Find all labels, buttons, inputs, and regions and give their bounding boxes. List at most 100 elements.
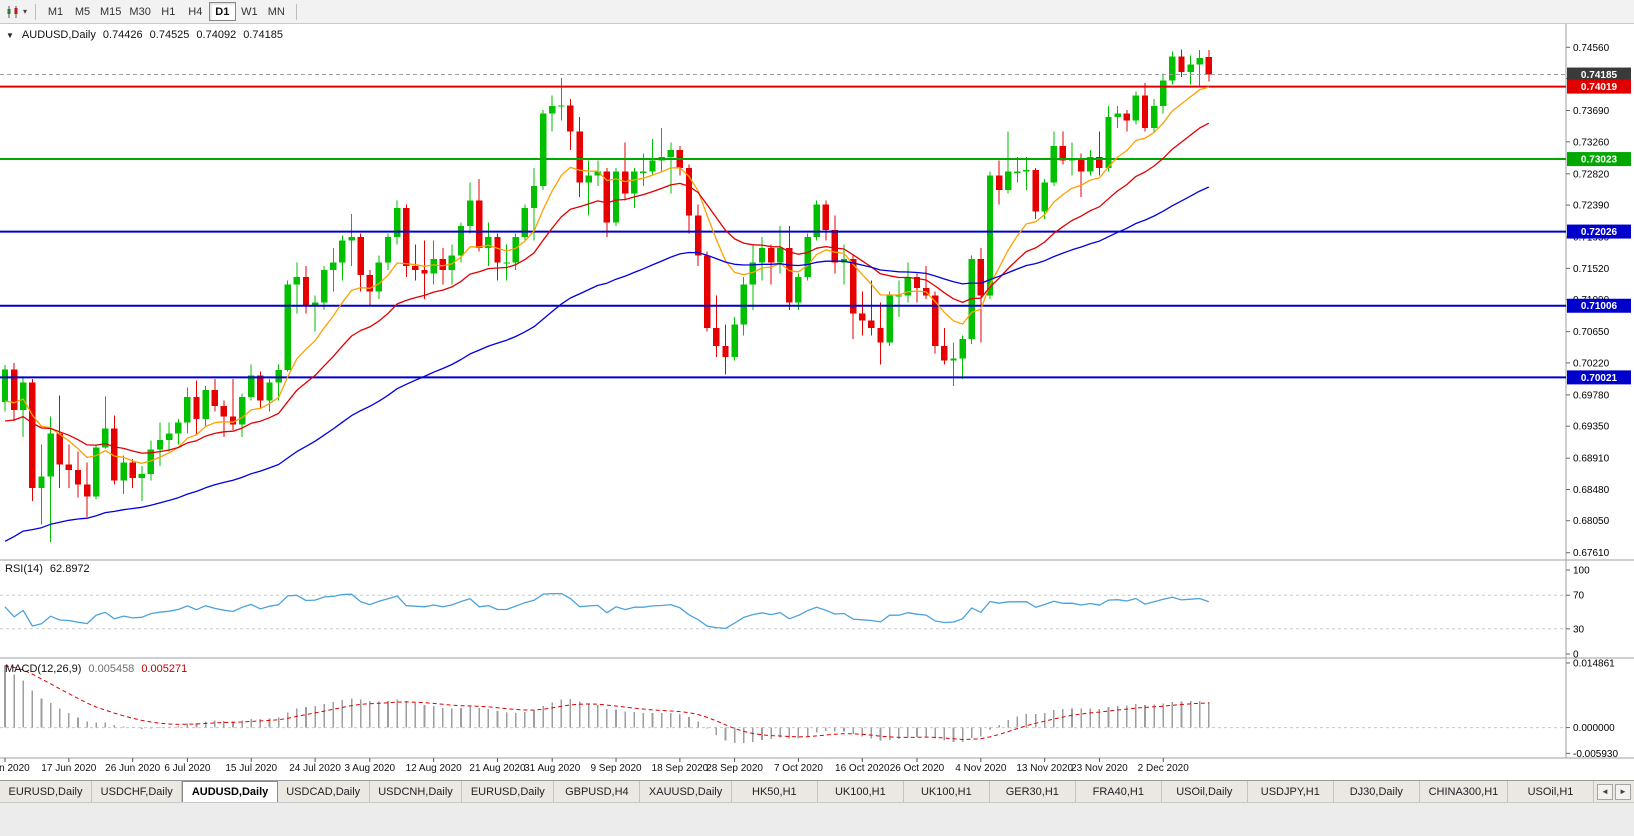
timeframe-button-m15[interactable]: M15 (100, 5, 122, 18)
tab-scroll-right-button[interactable]: ► (1615, 783, 1631, 800)
svg-text:0.68050: 0.68050 (1573, 516, 1610, 527)
chart-tab-uk100-h1[interactable]: UK100,H1 (818, 781, 904, 802)
timeframe-button-h1[interactable]: H1 (161, 5, 176, 18)
macd-pane: 0.014861 0.000000 -0.005930 (0, 658, 1618, 760)
svg-text:13 Nov 2020: 13 Nov 2020 (1016, 763, 1073, 774)
svg-text:0.71520: 0.71520 (1573, 264, 1610, 275)
ma-line-21 (4, 122, 1210, 454)
rsi-line (4, 592, 1210, 630)
svg-text:70: 70 (1573, 591, 1585, 602)
svg-text:23 Nov 2020: 23 Nov 2020 (1071, 763, 1128, 774)
svg-text:0.70021: 0.70021 (1581, 373, 1618, 384)
svg-text:0.70220: 0.70220 (1573, 358, 1610, 369)
ohlc-header: ▼ AUDUSD,Daily 0.74426 0.74525 0.74092 0… (6, 29, 283, 41)
svg-text:0.74019: 0.74019 (1581, 82, 1618, 93)
svg-text:30: 30 (1573, 624, 1585, 635)
svg-text:2 Dec 2020: 2 Dec 2020 (1138, 763, 1190, 774)
candlestick-glyph (7, 5, 18, 18)
timeframe-toolbar: ▾ M1 M5 M15 M30 H1 H4 D1 W1 MN (0, 0, 1634, 24)
chart-tab-xauusd-daily[interactable]: XAUUSD,Daily (640, 781, 732, 802)
svg-text:0.68910: 0.68910 (1573, 454, 1610, 465)
chart-tab-audusd-daily[interactable]: AUDUSD,Daily (182, 781, 278, 802)
tab-scroll-left-button[interactable]: ◄ (1597, 783, 1613, 800)
chart-tab-dj30-daily[interactable]: DJ30,Daily (1334, 781, 1420, 802)
macd-histogram (4, 665, 1210, 744)
chart-tab-usoil-daily[interactable]: USOil,Daily (1162, 781, 1248, 802)
svg-text:0.73260: 0.73260 (1573, 137, 1610, 148)
svg-text:7 Oct 2020: 7 Oct 2020 (774, 763, 823, 774)
svg-text:0.014861: 0.014861 (1573, 658, 1615, 669)
svg-text:28 Sep 2020: 28 Sep 2020 (706, 763, 763, 774)
chart-canvas[interactable]: 0.745600.741300.736900.732600.728200.723… (0, 24, 1634, 780)
ma-line-55 (4, 186, 1210, 542)
svg-text:-0.005930: -0.005930 (1573, 749, 1618, 760)
timeframe-button-m5[interactable]: M5 (74, 5, 91, 18)
svg-text:0.67610: 0.67610 (1573, 548, 1610, 559)
svg-text:0.73690: 0.73690 (1573, 106, 1610, 117)
rsi-name: RSI(14) (5, 563, 43, 575)
svg-text:0.74185: 0.74185 (1581, 70, 1618, 81)
rsi-pane: 100 70 30 0 (0, 566, 1590, 661)
svg-text:6 Jul 2020: 6 Jul 2020 (164, 763, 211, 774)
svg-text:8 Jun 2020: 8 Jun 2020 (0, 763, 30, 774)
chart-tab-gbpusd-h4[interactable]: GBPUSD,H4 (554, 781, 641, 802)
macd-main-value: 0.005458 (88, 663, 135, 675)
macd-indicator-label: MACD(12,26,9) 0.005458 0.005271 (5, 663, 187, 675)
toolbar-separator (295, 3, 297, 20)
chart-tab-eurusd-daily[interactable]: EURUSD,Daily (462, 781, 555, 802)
svg-text:9 Sep 2020: 9 Sep 2020 (590, 763, 642, 774)
macd-name: MACD(12,26,9) (5, 663, 82, 675)
svg-text:16 Oct 2020: 16 Oct 2020 (835, 763, 890, 774)
timeframe-button-m1[interactable]: M1 (47, 5, 64, 18)
timeframe-button-mn[interactable]: MN (267, 5, 285, 18)
svg-text:0.71006: 0.71006 (1581, 301, 1618, 312)
timeframe-button-m30[interactable]: M30 (129, 5, 151, 18)
svg-text:0.72820: 0.72820 (1573, 169, 1610, 180)
chart-tab-usdcad-daily[interactable]: USDCAD,Daily (278, 781, 370, 802)
svg-text:24 Jul 2020: 24 Jul 2020 (289, 763, 341, 774)
rsi-value: 62.8972 (49, 563, 90, 575)
svg-text:0: 0 (1573, 650, 1579, 661)
chart-tab-bar: EURUSD,Daily USDCHF,Daily AUDUSD,Daily USDC… (0, 780, 1634, 802)
toolbar-separator (35, 3, 37, 20)
moving-average-lines (4, 86, 1210, 542)
ohlc-high: 0.74525 (149, 29, 190, 41)
chart-collapse-icon[interactable]: ▼ (6, 30, 14, 40)
svg-text:0.74560: 0.74560 (1573, 43, 1610, 54)
tab-scroll-arrows: ◄ ► (1594, 781, 1634, 802)
chart-tab-ger30-h1[interactable]: GER30,H1 (990, 781, 1076, 802)
svg-text:18 Sep 2020: 18 Sep 2020 (652, 763, 709, 774)
rsi-indicator-label: RSI(14) 62.8972 (5, 563, 90, 575)
svg-text:0.69780: 0.69780 (1573, 390, 1610, 401)
chart-symbol-label: AUDUSD,Daily (21, 29, 96, 41)
ohlc-open: 0.74426 (102, 29, 143, 41)
chart-tab-fra40-h1[interactable]: FRA40,H1 (1076, 781, 1162, 802)
timeframe-button-w1[interactable]: W1 (241, 5, 258, 18)
svg-text:0.72026: 0.72026 (1581, 227, 1618, 238)
chart-tab-eurusd-daily[interactable]: EURUSD,Daily (0, 781, 93, 802)
chart-tab-usdchf-daily[interactable]: USDCHF,Daily (92, 781, 183, 802)
macd-signal-line (4, 665, 1209, 741)
window-background (0, 802, 1634, 836)
svg-text:0.000000: 0.000000 (1573, 723, 1615, 734)
chart-tab-uk100-h1[interactable]: UK100,H1 (904, 781, 990, 802)
svg-text:26 Oct 2020: 26 Oct 2020 (890, 763, 945, 774)
svg-text:4 Nov 2020: 4 Nov 2020 (955, 763, 1007, 774)
chart-tab-usdcnh-daily[interactable]: USDCNH,Daily (370, 781, 463, 802)
svg-text:31 Aug 2020: 31 Aug 2020 (524, 763, 581, 774)
chart-tab-usdjpy-h1[interactable]: USDJPY,H1 (1248, 781, 1334, 802)
chart-tab-china300-h1[interactable]: CHINA300,H1 (1420, 781, 1508, 802)
timeframe-button-d1[interactable]: D1 (208, 2, 236, 21)
svg-text:0.70650: 0.70650 (1573, 327, 1610, 338)
chart-type-icon[interactable] (4, 3, 22, 21)
svg-text:26 Jun 2020: 26 Jun 2020 (105, 763, 160, 774)
chart-tab-usoil-h1[interactable]: USOil,H1 (1508, 781, 1594, 802)
chart-type-dropdown-arrow[interactable]: ▾ (23, 7, 28, 16)
chart-frame (0, 24, 1634, 759)
ma-line-10 (4, 86, 1209, 465)
timeframe-button-h4[interactable]: H4 (188, 5, 203, 18)
ohlc-low: 0.74092 (196, 29, 237, 41)
chart-tab-hk50-h1[interactable]: HK50,H1 (732, 781, 818, 802)
timeframe-buttons: M1 M5 M15 M30 H1 H4 D1 W1 MN (42, 2, 290, 21)
svg-text:3 Aug 2020: 3 Aug 2020 (344, 763, 395, 774)
